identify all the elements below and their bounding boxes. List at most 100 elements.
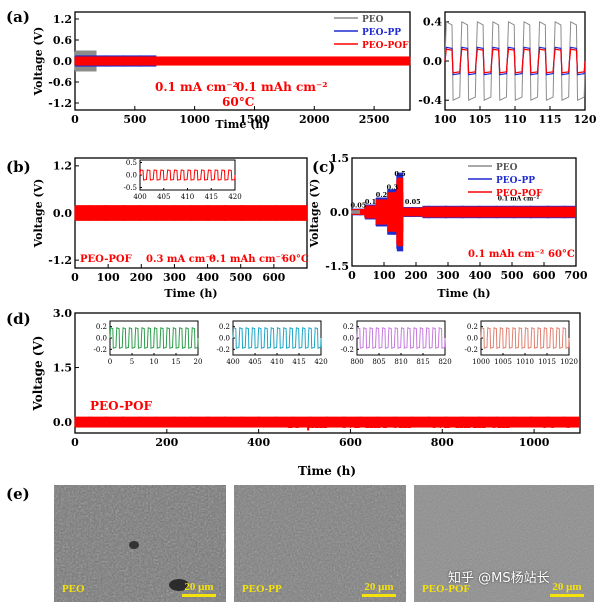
y-tick-label: 1.2 — [53, 160, 72, 173]
x-tick-label: 400 — [196, 271, 219, 284]
annotation-capacity-d: 0.1 mAh cm⁻² — [430, 417, 522, 431]
sem-label-peo-pof: PEO-POF — [422, 583, 471, 595]
x-tick-label: 405 — [248, 358, 261, 366]
series-peo-trace — [351, 210, 360, 214]
y-tick-label: -0.6 — [48, 76, 72, 89]
sem-image-peo: PEO 20 μm — [54, 485, 226, 602]
y-tick-label: 0.0 — [343, 334, 354, 342]
panel-label-d: (d) — [6, 310, 31, 328]
annotation-temp-c: 60°C — [548, 249, 575, 260]
x-tick-label: 800 — [431, 436, 454, 449]
panel-label-e: (e) — [6, 485, 30, 503]
x-tick-label: 200 — [405, 269, 428, 282]
y-tick-label: 0.0 — [53, 416, 72, 429]
y-tick-label: -1.2 — [48, 254, 72, 267]
chart-a: 0 500 1000 1500 2000 2500 1.2 0.6 0.0 -0.6 -1.2 PEO… — [48, 11, 411, 126]
series-peo-pof — [74, 205, 308, 221]
chart-d-frame — [74, 312, 581, 434]
annotation-current-b: 0.3 mA cm⁻² — [146, 254, 215, 265]
rate-step-label: 0.05 — [405, 198, 421, 206]
annotation-material-b: PEO-POF — [80, 254, 132, 265]
x-tick-label: 400 — [226, 358, 239, 366]
series-peo-pof-trace — [74, 416, 580, 428]
x-tick-label: 5 — [130, 358, 134, 366]
annotation-thickness-d: 45 μm — [285, 417, 328, 431]
x-tick-label: 1015 — [538, 358, 556, 366]
x-tick-label: 600 — [533, 269, 556, 282]
legend-label: PEO — [362, 15, 384, 25]
series-peo-pof-step-trace — [396, 180, 404, 244]
y-tick-label: -0.4 — [418, 94, 442, 107]
rate-step-label: 0.1 — [365, 198, 376, 206]
x-tick-label: 410 — [181, 193, 194, 201]
x-tick-label: 200 — [155, 436, 178, 449]
annotation-temp-d: 60°C — [540, 417, 572, 431]
rate-step-label: 0.2 — [376, 191, 387, 199]
sem-texture — [414, 485, 594, 602]
legend-label: PEO — [496, 163, 518, 173]
annotation-temp-a: 60°C — [222, 95, 254, 109]
watermark: 知乎 @MS杨站长 — [448, 571, 550, 586]
panel-label-b: (b) — [6, 158, 31, 176]
series-peo-pof-step — [396, 177, 404, 247]
y-tick-label: -0.2 — [217, 346, 231, 354]
x-axis-label-c: Time (h) — [437, 287, 490, 300]
x-tick-label: 820 — [438, 358, 451, 366]
y-tick-label: 0.2 — [467, 323, 478, 331]
y-axis-label-a: Voltage (V) — [32, 27, 45, 97]
y-tick-label: 0.0 — [467, 334, 478, 342]
y-tick-label: -0.2 — [94, 346, 108, 354]
x-axis-label-d: Time (h) — [298, 464, 356, 478]
series-peo-pof-step-trace — [375, 199, 388, 225]
y-axis-label-d: Voltage (V) — [31, 336, 45, 412]
series-peo-pof-step — [386, 192, 398, 232]
y-tick-label: 0.2 — [96, 323, 107, 331]
legend-label: PEO-PP — [496, 176, 535, 186]
y-tick-label: 0.0 — [53, 207, 72, 220]
x-tick-label: 600 — [339, 436, 362, 449]
x-tick-label: 420 — [228, 193, 241, 201]
x-tick-label: 0 — [71, 271, 79, 284]
series-peo-pof-step — [364, 205, 377, 219]
sem-image-peo-pof: PEO-POF 20 μm — [414, 485, 594, 602]
x-tick-label: 1010 — [516, 358, 534, 366]
x-tick-label: 100 — [373, 269, 396, 282]
y-tick-label: 0.0 — [126, 171, 137, 179]
y-tick-label: -0.2 — [341, 346, 355, 354]
series-peo-pof-step-trace — [402, 207, 423, 217]
annotation-capacity-b: 0.1 mAh cm⁻² — [209, 254, 285, 265]
y-axis-label-c: Voltage (V) — [308, 179, 321, 249]
x-tick-label: 1020 — [560, 358, 578, 366]
legend-label: PEO-POF — [496, 189, 543, 199]
chart-d-inset-4: 1000 1005 1010 1015 1020 0.2 0.0 -0.2 — [465, 320, 578, 366]
series-peo-pof-inset — [356, 327, 446, 349]
sem-label-peo: PEO — [62, 583, 85, 595]
y-tick-label: 0.4 — [423, 16, 442, 29]
x-tick-label: 15 — [172, 358, 181, 366]
annotation-temp-b: 60°C — [282, 254, 309, 265]
scale-bar-peo-pof: 20 μm — [550, 581, 584, 597]
annotation-capacity-c: 0.1 mAh cm⁻² — [468, 249, 544, 260]
x-tick-label: 700 — [565, 269, 588, 282]
x-tick-label: 200 — [130, 271, 153, 284]
y-tick-label: 0.5 — [126, 159, 137, 167]
y-tick-label: 0.0 — [423, 55, 442, 68]
series-peo-pof-step — [402, 207, 423, 217]
scale-text: 20 μm — [184, 581, 214, 593]
series-peo-pof-step — [375, 199, 388, 225]
x-tick-label: 400 — [247, 436, 270, 449]
y-axis-label-b: Voltage (V) — [32, 179, 45, 249]
x-tick-label: 400 — [469, 269, 492, 282]
series-peo-pof-step-trace — [421, 206, 576, 218]
annotation-current-a: 0.1 mA cm⁻² — [155, 80, 238, 94]
chart-d-inset-2: 400 405 410 415 420 0.2 0.0 -0.2 — [217, 320, 328, 366]
x-tick-label: 120 — [574, 113, 597, 126]
legend-label: PEO-PP — [362, 28, 401, 38]
chart-a-inset: 100 105 110 115 120 0.4 0.0 -0.4 — [418, 11, 597, 126]
scale-bar-peo: 20 μm — [182, 581, 216, 597]
series-peo-pof-step-trace — [364, 206, 377, 218]
chart-d-inset-1: 0 5 10 15 20 0.2 0.0 -0.2 — [94, 320, 202, 366]
rate-step-label: 0.3 — [387, 184, 399, 192]
annotation-current-d: 0.1 mA cm⁻² — [340, 417, 423, 431]
chart-b-inset: 400 405 410 415 420 0.5 0.0 -0.5 — [124, 159, 242, 201]
